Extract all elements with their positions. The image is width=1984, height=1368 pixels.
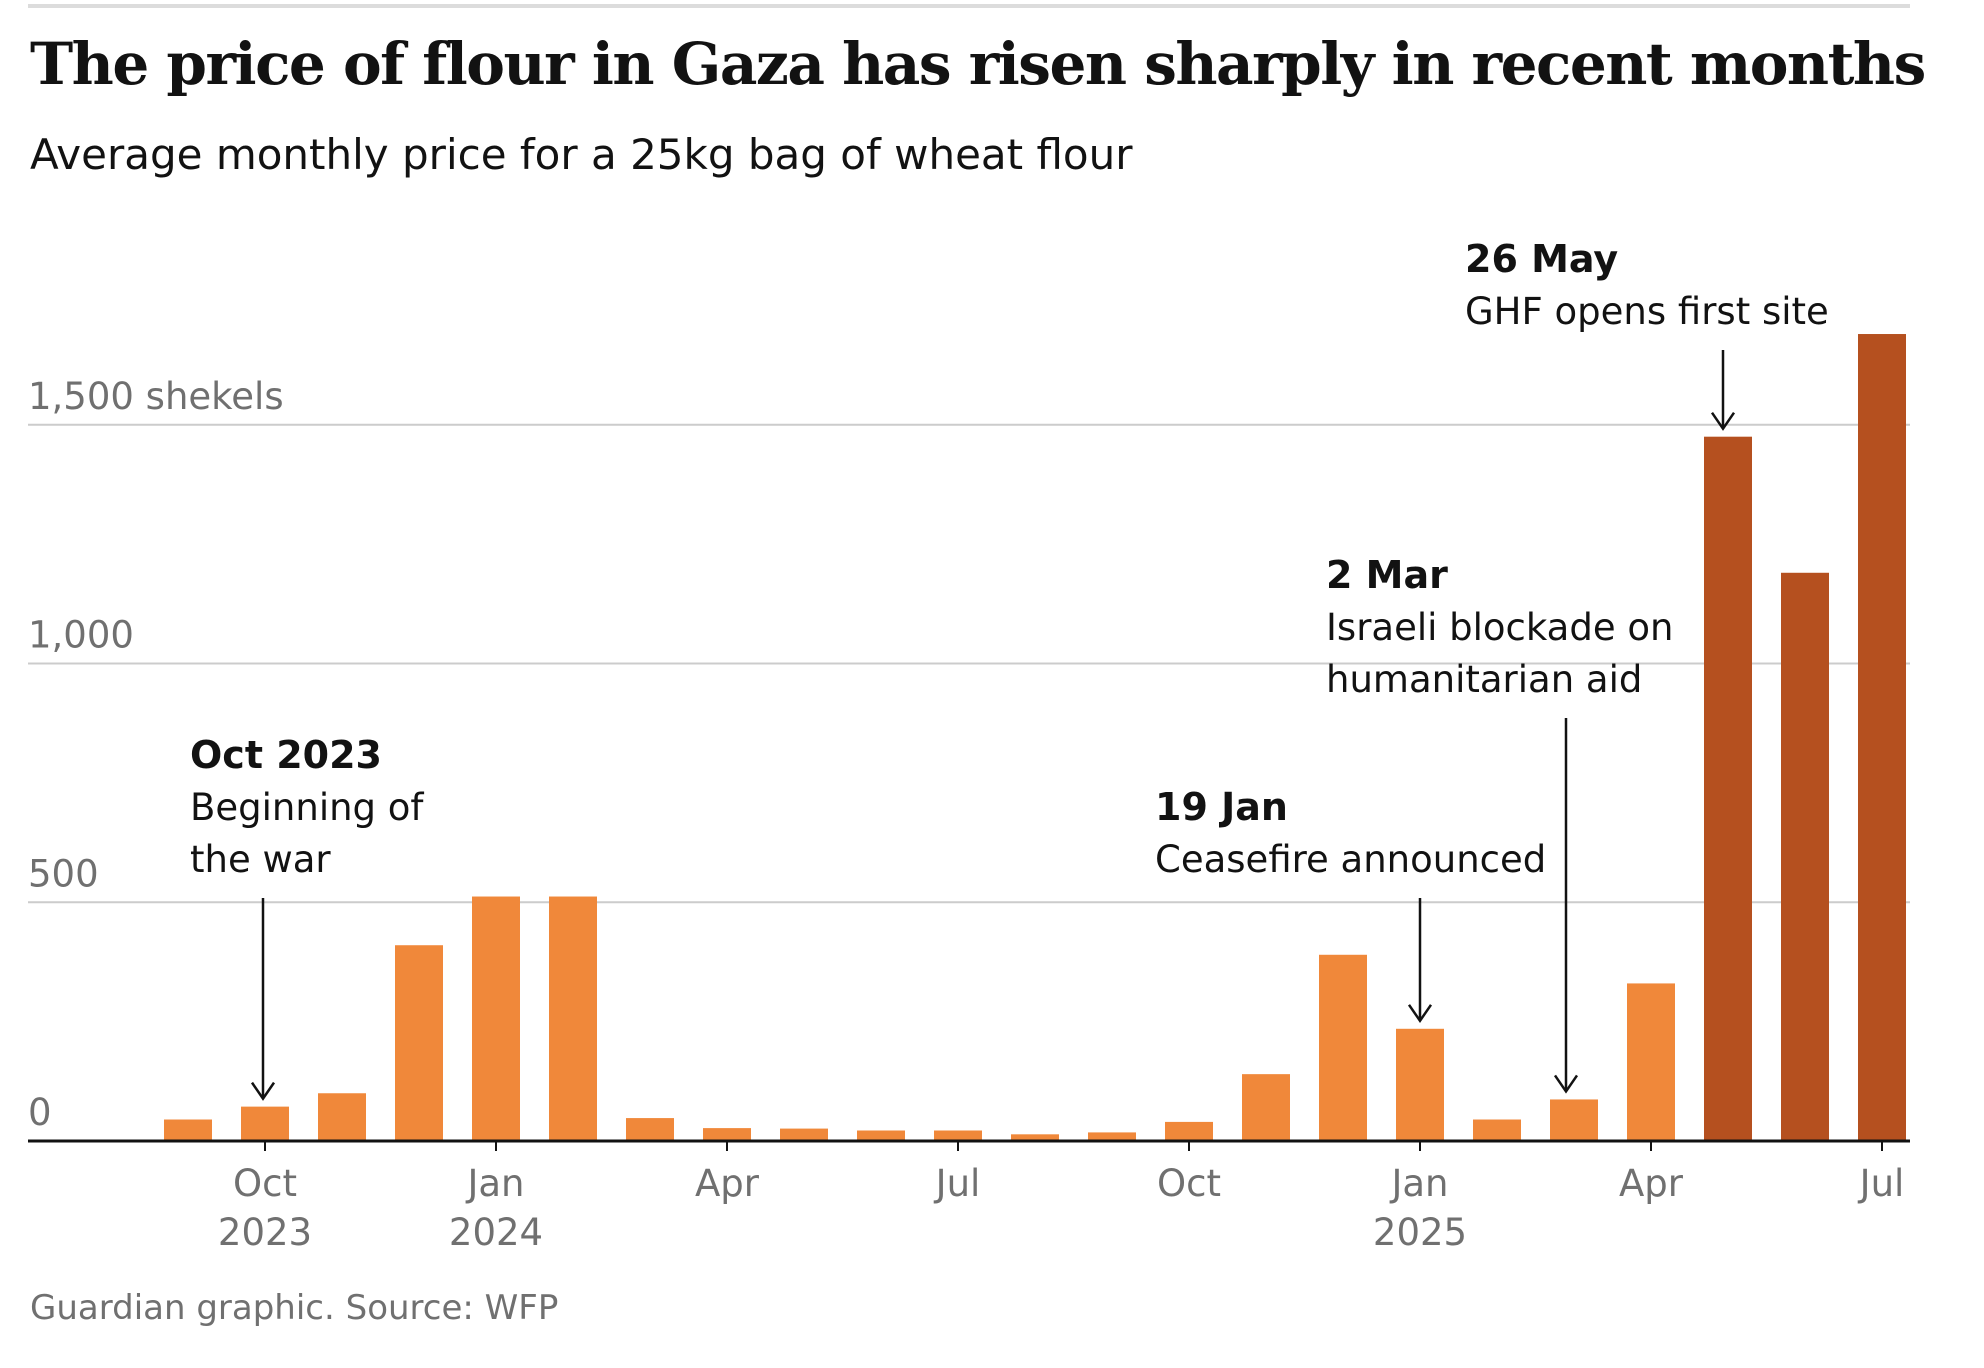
x-tick-year-label: 2025 xyxy=(1373,1211,1467,1254)
annotation-26-may: 26 May GHF opens first site xyxy=(1465,237,1829,431)
bar-oct-2023 xyxy=(241,1106,289,1141)
bar-aug-2024 xyxy=(1011,1134,1059,1141)
annotations: Oct 2023 Beginning of the war 19 Jan Ceasefi… xyxy=(190,237,1829,1101)
bar-jan-2025 xyxy=(1396,1028,1444,1141)
annotation-text: the war xyxy=(190,838,331,881)
chart-subtitle: Average monthly price for a 25kg bag of … xyxy=(30,130,1133,179)
x-tick-label: Oct xyxy=(233,1162,297,1205)
bar-nov-2023 xyxy=(318,1093,366,1141)
bars xyxy=(164,334,1906,1141)
annotation-19-jan: 19 Jan Ceasefire announced xyxy=(1155,785,1546,1023)
x-tick-label: Jan xyxy=(1389,1162,1448,1205)
x-tick-label: Jul xyxy=(934,1162,981,1205)
bar-dec-2024 xyxy=(1319,954,1367,1141)
bar-jul-2025 xyxy=(1858,334,1906,1141)
bar-mar-2024 xyxy=(626,1118,674,1141)
bar-mar-2025 xyxy=(1550,1099,1598,1141)
x-tick-year-label: 2023 xyxy=(218,1211,312,1254)
annotation-text: humanitarian aid xyxy=(1326,658,1642,701)
bar-may-2025 xyxy=(1704,436,1752,1141)
x-tick-label: Jan xyxy=(465,1162,524,1205)
y-tick-label: 500 xyxy=(28,852,99,895)
y-tick-label: 1,500 shekels xyxy=(28,375,284,418)
annotation-oct-2023: Oct 2023 Beginning of the war xyxy=(190,733,424,1101)
bar-nov-2024 xyxy=(1242,1074,1290,1141)
annotation-arrow-head xyxy=(250,1081,276,1101)
y-tick-label: 1,000 xyxy=(28,614,134,657)
annotation-arrow-head xyxy=(1553,1074,1579,1094)
annotation-arrow-head xyxy=(1407,1004,1433,1023)
x-axis: Oct 2023 Jan 2024 Apr Jul Oct Jan 2025 Apr Jul xyxy=(28,1139,1910,1254)
source-note: Guardian graphic. Source: WFP xyxy=(30,1288,559,1328)
bar-apr-2024 xyxy=(703,1128,751,1141)
bar-feb-2024 xyxy=(549,896,597,1141)
bar-jun-2025 xyxy=(1781,572,1829,1141)
annotation-text: Ceasefire announced xyxy=(1155,838,1546,881)
annotation-date: 19 Jan xyxy=(1155,785,1288,829)
bar-jun-2024 xyxy=(857,1130,905,1141)
bar-sep-2024 xyxy=(1088,1132,1136,1141)
x-tick-label: Apr xyxy=(695,1162,760,1205)
bar-dec-2023 xyxy=(395,945,443,1141)
bar-feb-2025 xyxy=(1473,1119,1521,1141)
y-tick-label: 0 xyxy=(28,1091,52,1134)
bar-oct-2024 xyxy=(1165,1121,1213,1141)
annotation-text: Beginning of xyxy=(190,786,424,829)
chart-title: The price of flour in Gaza has risen sha… xyxy=(30,30,1926,98)
bar-jan-2024 xyxy=(472,896,520,1141)
x-tick-label: Oct xyxy=(1157,1162,1221,1205)
top-rule xyxy=(28,4,1910,8)
annotation-2-mar: 2 Mar Israeli blockade on humanitarian aid xyxy=(1326,553,1673,1094)
annotation-date: 26 May xyxy=(1465,237,1618,281)
bar-apr-2025 xyxy=(1627,983,1675,1141)
annotation-date: 2 Mar xyxy=(1326,553,1448,597)
x-tick-year-label: 2024 xyxy=(449,1211,543,1254)
bar-may-2024 xyxy=(780,1128,828,1141)
annotation-text: Israeli blockade on xyxy=(1326,606,1673,649)
annotation-arrow-head xyxy=(1710,411,1736,431)
grid-lines: 0 500 1,000 1,500 shekels xyxy=(28,375,1910,1134)
annotation-date: Oct 2023 xyxy=(190,733,382,777)
bar-sep-2023 xyxy=(164,1119,212,1141)
annotation-text: GHF opens first site xyxy=(1465,290,1829,333)
x-tick-label: Jul xyxy=(1858,1162,1905,1205)
x-tick-label: Apr xyxy=(1619,1162,1684,1205)
bar-jul-2024 xyxy=(934,1130,982,1141)
